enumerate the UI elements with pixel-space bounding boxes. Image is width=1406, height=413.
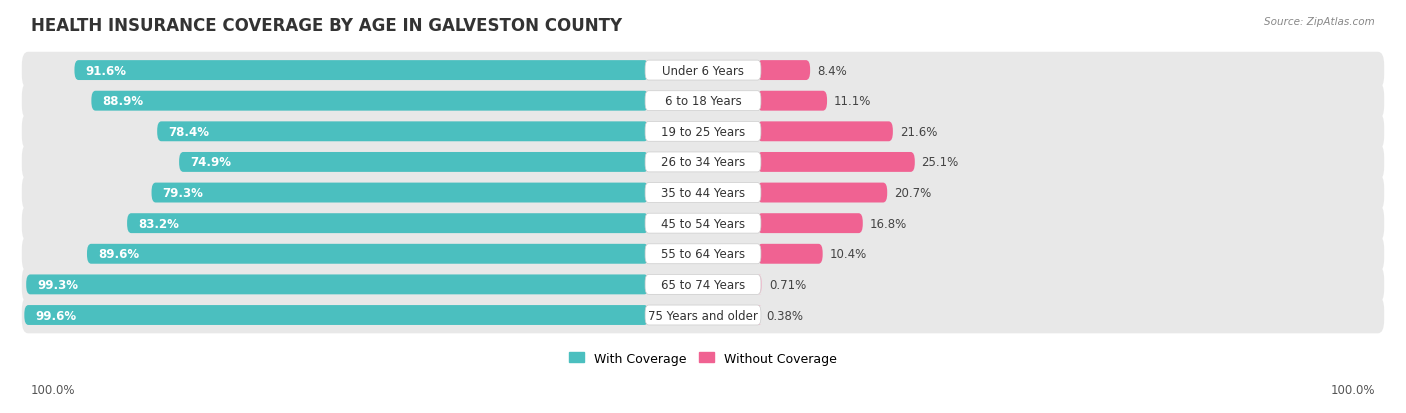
FancyBboxPatch shape [22, 52, 1384, 89]
Text: 79.3%: 79.3% [163, 187, 204, 199]
Text: 0.71%: 0.71% [769, 278, 806, 291]
FancyBboxPatch shape [127, 214, 648, 233]
Legend: With Coverage, Without Coverage: With Coverage, Without Coverage [564, 347, 842, 370]
FancyBboxPatch shape [758, 214, 863, 233]
FancyBboxPatch shape [179, 153, 648, 173]
Text: Source: ZipAtlas.com: Source: ZipAtlas.com [1264, 17, 1375, 26]
FancyBboxPatch shape [645, 275, 761, 294]
FancyBboxPatch shape [22, 297, 1384, 334]
Text: 11.1%: 11.1% [834, 95, 872, 108]
FancyBboxPatch shape [22, 236, 1384, 273]
FancyBboxPatch shape [75, 61, 648, 81]
FancyBboxPatch shape [645, 305, 761, 325]
FancyBboxPatch shape [645, 244, 761, 264]
Text: 74.9%: 74.9% [190, 156, 231, 169]
Text: 91.6%: 91.6% [86, 64, 127, 77]
Text: 99.3%: 99.3% [37, 278, 79, 291]
FancyBboxPatch shape [22, 83, 1384, 120]
FancyBboxPatch shape [758, 153, 915, 173]
FancyBboxPatch shape [91, 92, 648, 112]
FancyBboxPatch shape [758, 244, 823, 264]
FancyBboxPatch shape [157, 122, 648, 142]
Text: 65 to 74 Years: 65 to 74 Years [661, 278, 745, 291]
FancyBboxPatch shape [645, 183, 761, 203]
FancyBboxPatch shape [27, 275, 648, 294]
FancyBboxPatch shape [645, 153, 761, 173]
Text: 45 to 54 Years: 45 to 54 Years [661, 217, 745, 230]
Text: 89.6%: 89.6% [98, 248, 139, 261]
FancyBboxPatch shape [22, 114, 1384, 150]
FancyBboxPatch shape [645, 214, 761, 233]
Text: 99.6%: 99.6% [35, 309, 76, 322]
FancyBboxPatch shape [22, 175, 1384, 211]
FancyBboxPatch shape [24, 305, 648, 325]
Text: 0.38%: 0.38% [766, 309, 804, 322]
Text: 75 Years and older: 75 Years and older [648, 309, 758, 322]
FancyBboxPatch shape [758, 61, 810, 81]
FancyBboxPatch shape [756, 305, 762, 325]
Text: 100.0%: 100.0% [1330, 384, 1375, 396]
FancyBboxPatch shape [22, 266, 1384, 303]
Text: Under 6 Years: Under 6 Years [662, 64, 744, 77]
FancyBboxPatch shape [87, 244, 648, 264]
Text: 100.0%: 100.0% [31, 384, 76, 396]
FancyBboxPatch shape [645, 61, 761, 81]
Text: 25.1%: 25.1% [921, 156, 959, 169]
FancyBboxPatch shape [22, 205, 1384, 242]
FancyBboxPatch shape [645, 92, 761, 112]
FancyBboxPatch shape [758, 183, 887, 203]
FancyBboxPatch shape [758, 275, 762, 294]
FancyBboxPatch shape [758, 92, 827, 112]
Text: 21.6%: 21.6% [900, 126, 936, 138]
Text: HEALTH INSURANCE COVERAGE BY AGE IN GALVESTON COUNTY: HEALTH INSURANCE COVERAGE BY AGE IN GALV… [31, 17, 621, 34]
Text: 10.4%: 10.4% [830, 248, 866, 261]
FancyBboxPatch shape [152, 183, 648, 203]
Text: 8.4%: 8.4% [817, 64, 846, 77]
FancyBboxPatch shape [22, 144, 1384, 181]
Text: 20.7%: 20.7% [894, 187, 931, 199]
Text: 26 to 34 Years: 26 to 34 Years [661, 156, 745, 169]
Text: 88.9%: 88.9% [103, 95, 143, 108]
FancyBboxPatch shape [758, 122, 893, 142]
Text: 55 to 64 Years: 55 to 64 Years [661, 248, 745, 261]
Text: 19 to 25 Years: 19 to 25 Years [661, 126, 745, 138]
Text: 16.8%: 16.8% [869, 217, 907, 230]
Text: 78.4%: 78.4% [169, 126, 209, 138]
Text: 83.2%: 83.2% [138, 217, 179, 230]
FancyBboxPatch shape [645, 122, 761, 142]
Text: 35 to 44 Years: 35 to 44 Years [661, 187, 745, 199]
Text: 6 to 18 Years: 6 to 18 Years [665, 95, 741, 108]
